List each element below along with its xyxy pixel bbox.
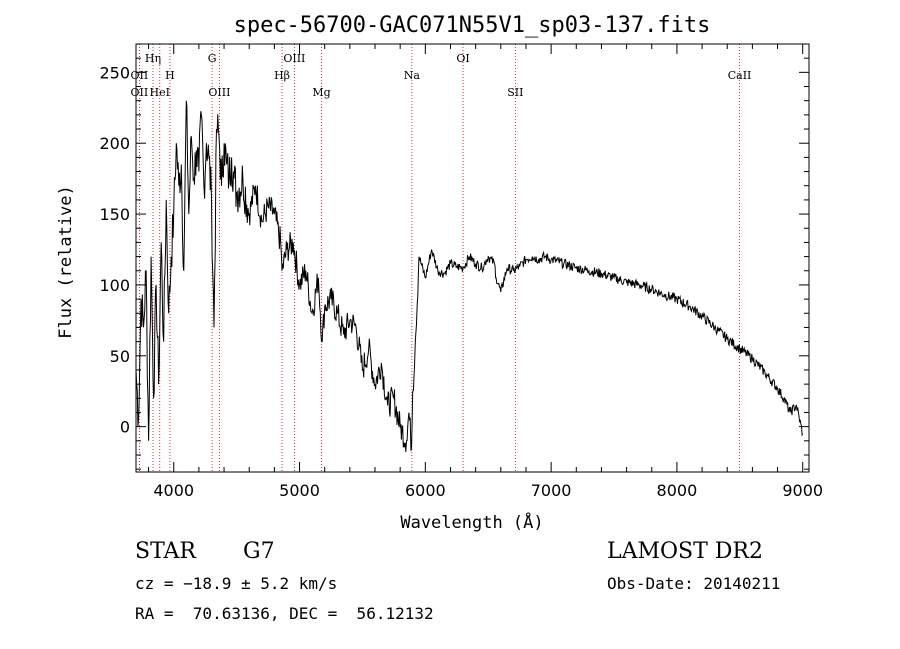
y-tick-label: 0 — [120, 418, 130, 437]
line-annotation: Mg — [312, 86, 330, 99]
y-axis-ticks: 0 50 100 150 200 250 — [99, 57, 809, 470]
x-tick-label: 5000 — [279, 481, 320, 500]
line-annotation: G — [208, 52, 217, 65]
line-annotations: Hη OII H OII HeI G OIII OIII Hβ Mg Na OI SII CaII — [131, 52, 752, 99]
sky-coordinates: RA = 70.63136, DEC = 56.12132 — [135, 604, 434, 623]
chart-title: spec-56700-GAC071N55V1_sp03-137.fits — [234, 13, 711, 38]
spectral-subclass: G7 — [243, 539, 275, 564]
line-annotation: OI — [456, 52, 469, 65]
line-markers — [138, 44, 740, 472]
line-annotation: HeI — [150, 86, 170, 99]
object-type: STAR — [135, 539, 196, 564]
line-annotation: OIII — [283, 52, 305, 65]
line-annotation: OII — [131, 69, 149, 82]
y-tick-label: 50 — [110, 347, 130, 366]
x-tick-label: 8000 — [657, 481, 698, 500]
line-annotation: Hη — [145, 52, 161, 65]
line-annotation: OIII — [208, 86, 230, 99]
x-axis-ticks: 4000 5000 6000 7000 8000 9000 — [148, 44, 823, 500]
line-annotation: Na — [404, 69, 421, 82]
x-axis-label: Wavelength (Å) — [400, 511, 543, 533]
y-tick-label: 250 — [99, 63, 130, 82]
line-annotation: Hβ — [274, 69, 290, 82]
line-annotation: OII — [131, 86, 149, 99]
x-tick-label: 6000 — [405, 481, 446, 500]
spectrum-line — [135, 100, 804, 453]
line-annotation: H — [165, 69, 175, 82]
line-annotation: SII — [507, 86, 523, 99]
observation-date: Obs-Date: 20140211 — [607, 574, 781, 593]
plot-frame — [135, 43, 810, 473]
x-tick-label: 9000 — [782, 481, 823, 500]
x-tick-label: 4000 — [153, 481, 194, 500]
y-tick-label: 150 — [99, 205, 130, 224]
line-annotation: CaII — [728, 69, 752, 82]
y-tick-label: 200 — [99, 134, 130, 153]
survey-name: LAMOST DR2 — [607, 539, 763, 564]
redshift-velocity: cz = −18.9 ± 5.2 km/s — [135, 574, 338, 593]
y-axis-label: Flux (relative) — [56, 185, 76, 339]
y-tick-label: 100 — [99, 276, 130, 295]
x-tick-label: 7000 — [531, 481, 572, 500]
